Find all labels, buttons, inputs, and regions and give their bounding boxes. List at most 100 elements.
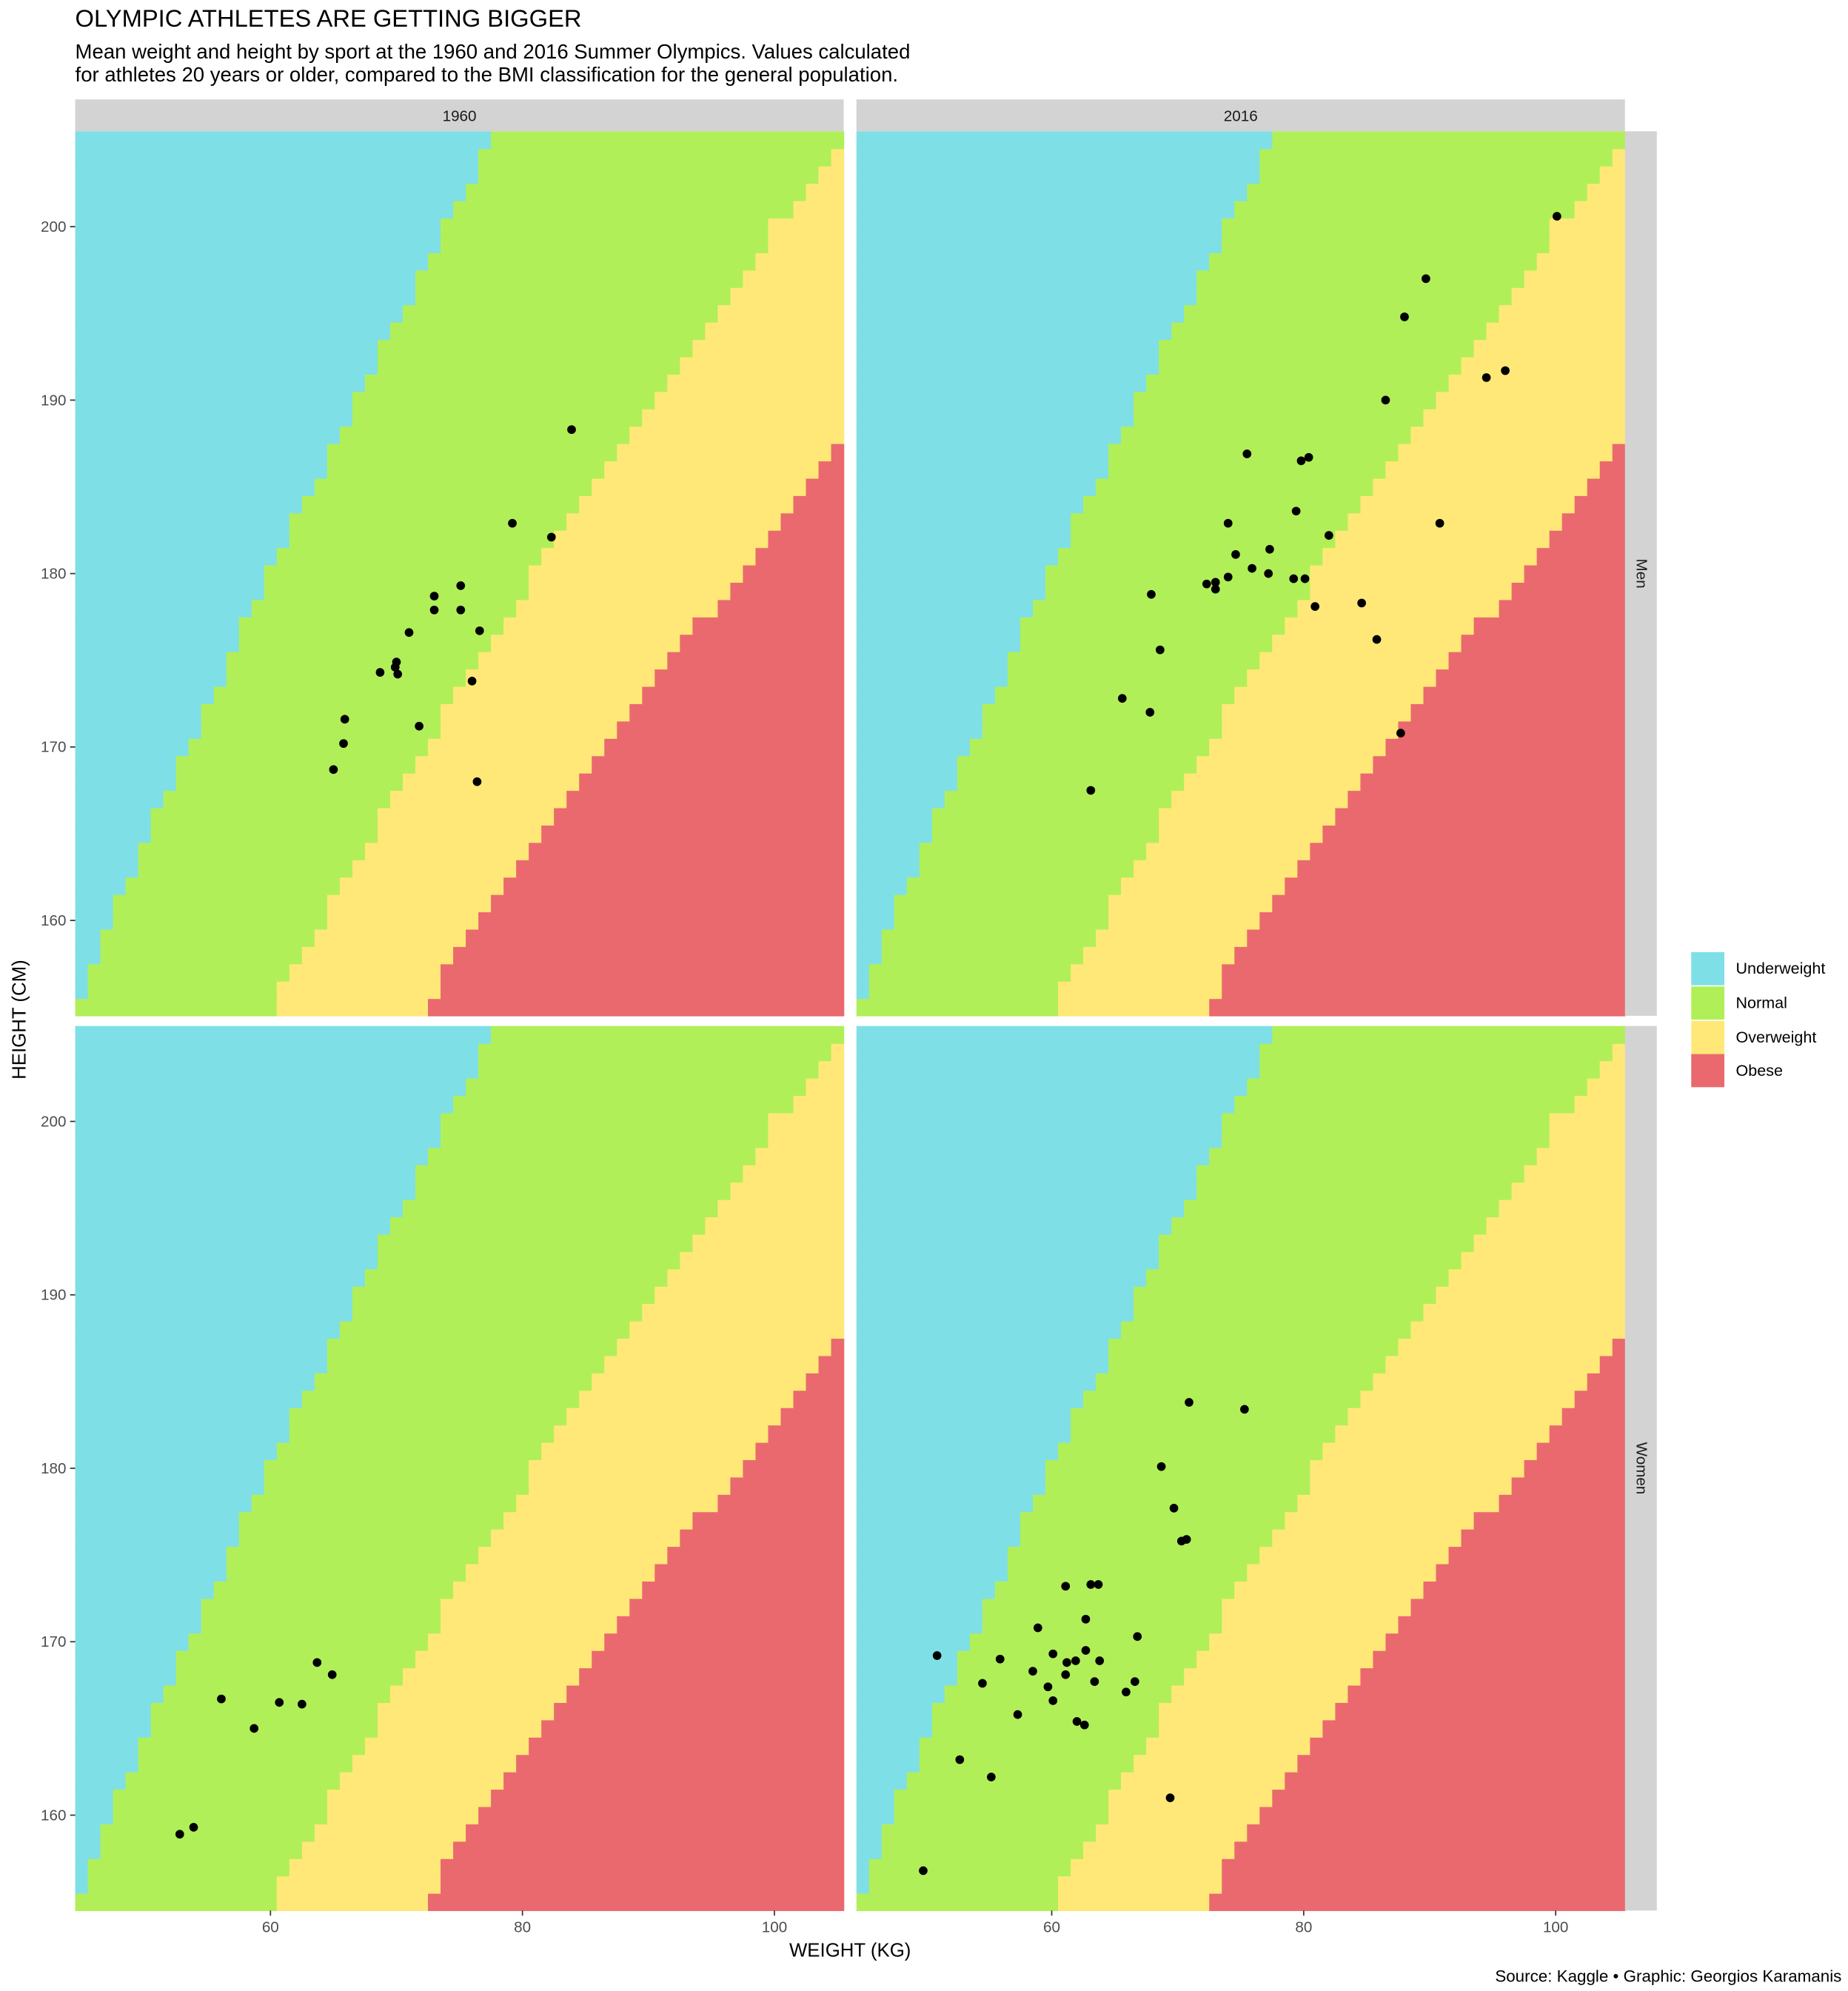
bmi-tile-obese — [441, 1875, 845, 1894]
legend-item-obese: Obese — [1691, 1054, 1825, 1088]
bmi-tile-obese — [1322, 825, 1626, 843]
bmi-tile-underweight — [856, 1529, 1021, 1547]
bmi-tile-overweight — [1385, 1355, 1601, 1373]
bmi-tile-overweight — [377, 807, 555, 826]
bmi-tile-underweight — [856, 1077, 1248, 1097]
bmi-tile-overweight — [806, 1077, 845, 1097]
bmi-tile-underweight — [75, 1858, 89, 1877]
bmi-tile-underweight — [75, 790, 164, 809]
bmi-tile-obese — [692, 1511, 845, 1530]
bmi-tile-obese — [1410, 1598, 1626, 1616]
bmi-tile-obese — [516, 860, 845, 878]
bmi-tile-overweight — [554, 1425, 769, 1443]
bmi-tile-underweight — [856, 1598, 983, 1616]
bmi-tile-normal — [100, 1824, 315, 1842]
bmi-tile-normal — [1171, 1217, 1487, 1235]
data-point — [1094, 1580, 1103, 1589]
bmi-tile-overweight — [717, 304, 845, 323]
bmi-tile-overweight — [352, 1754, 517, 1773]
bmi-tile-obese — [743, 564, 845, 583]
bmi-tile-normal — [113, 894, 328, 913]
bmi-tile-normal — [894, 1806, 1109, 1824]
bmi-tile-obese — [503, 1771, 845, 1790]
bmi-tile-underweight — [856, 200, 1235, 219]
data-point — [1169, 1504, 1179, 1513]
legend-label: Underweight — [1735, 960, 1826, 978]
bmi-tile-normal — [100, 1841, 303, 1859]
data-point — [978, 1679, 987, 1688]
bmi-tile-normal — [881, 946, 1084, 965]
bmi-tile-underweight — [856, 218, 1222, 236]
bmi-tile-overweight — [1549, 235, 1626, 253]
bmi-tile-normal — [389, 321, 706, 341]
legend-swatch — [1691, 1020, 1725, 1054]
bmi-tile-underweight — [856, 963, 870, 982]
bmi-tile-normal — [226, 669, 466, 687]
bmi-tile-underweight — [856, 1650, 958, 1669]
bmi-tile-overweight — [1348, 1408, 1563, 1426]
bmi-tile-underweight — [75, 686, 215, 704]
bmi-tile-underweight — [856, 374, 1147, 392]
bmi-tile-obese — [793, 1390, 845, 1408]
bmi-tile-normal — [113, 1806, 328, 1824]
bmi-tile-underweight — [856, 1373, 1097, 1391]
bmi-tile-overweight — [377, 1719, 542, 1738]
bmi-tile-underweight — [75, 1667, 177, 1686]
bmi-tile-normal — [163, 790, 391, 809]
bmi-tile-overweight — [1222, 720, 1399, 739]
bmi-tile-obese — [1247, 1824, 1626, 1842]
bmi-tile-obese — [592, 1650, 845, 1669]
bmi-tile-normal — [868, 1875, 1059, 1894]
bmi-tile-underweight — [75, 1303, 353, 1322]
bmi-tile-underweight — [856, 703, 983, 722]
bmi-tile-obese — [1524, 564, 1626, 583]
bmi-tile-underweight — [75, 443, 328, 462]
bmi-tile-obese — [692, 617, 845, 635]
bmi-tile-obese — [1285, 1771, 1626, 1790]
bmi-tile-normal — [441, 235, 769, 253]
bmi-tile-normal — [188, 738, 429, 757]
data-point — [1231, 550, 1240, 559]
bmi-tile-overweight — [1410, 426, 1626, 444]
bmi-tile-obese — [1461, 1529, 1626, 1547]
bmi-tile-obese — [793, 495, 845, 514]
y-tick-label: 170 — [41, 1633, 66, 1650]
bmi-tile-underweight — [75, 409, 353, 427]
bmi-tile-normal — [931, 825, 1159, 843]
bmi-tile-underweight — [856, 1616, 983, 1634]
bmi-tile-normal — [1134, 1286, 1437, 1305]
facet-panel-2016-men — [856, 131, 1626, 1017]
bmi-tile-overweight — [1524, 270, 1626, 288]
bmi-tile-underweight — [75, 530, 290, 549]
bmi-tile-normal — [1234, 200, 1576, 219]
data-point — [1265, 544, 1274, 554]
bmi-tile-obese — [453, 1841, 845, 1859]
data-point — [1081, 1614, 1091, 1624]
bmi-tile-overweight — [1310, 582, 1513, 600]
bmi-tile-underweight — [75, 617, 240, 635]
bmi-tile-normal — [1159, 339, 1475, 358]
facet-strip-label: 2016 — [1224, 108, 1258, 125]
bmi-tile-underweight — [856, 1355, 1109, 1373]
bmi-tile-underweight — [856, 1147, 1210, 1165]
bmi-tile-normal — [1184, 1199, 1500, 1218]
bmi-tile-obese — [1599, 1355, 1626, 1373]
y-tick-label: 160 — [41, 1807, 66, 1824]
bmi-tile-underweight — [75, 1060, 479, 1079]
bmi-tile-obese — [441, 1858, 845, 1877]
bmi-tile-underweight — [75, 1425, 290, 1443]
bmi-tile-obese — [806, 1373, 845, 1391]
bmi-tile-obese — [1335, 807, 1626, 826]
bmi-tile-obese — [768, 1425, 845, 1443]
bmi-tile-normal — [1032, 1494, 1299, 1513]
bmi-tile-underweight — [75, 1338, 328, 1356]
x-axis-title: WEIGHT (KG) — [789, 1940, 911, 1961]
bmi-tile-obese — [1574, 495, 1626, 514]
facet-strip-row — [1624, 1025, 1657, 1911]
bmi-tile-underweight — [75, 1165, 416, 1183]
bmi-tile-overweight — [1247, 1563, 1437, 1582]
bmi-tile-normal — [339, 426, 630, 444]
bmi-tile-normal — [238, 1529, 492, 1547]
bmi-tile-overweight — [1612, 1043, 1626, 1062]
bmi-tile-overweight — [441, 720, 617, 739]
